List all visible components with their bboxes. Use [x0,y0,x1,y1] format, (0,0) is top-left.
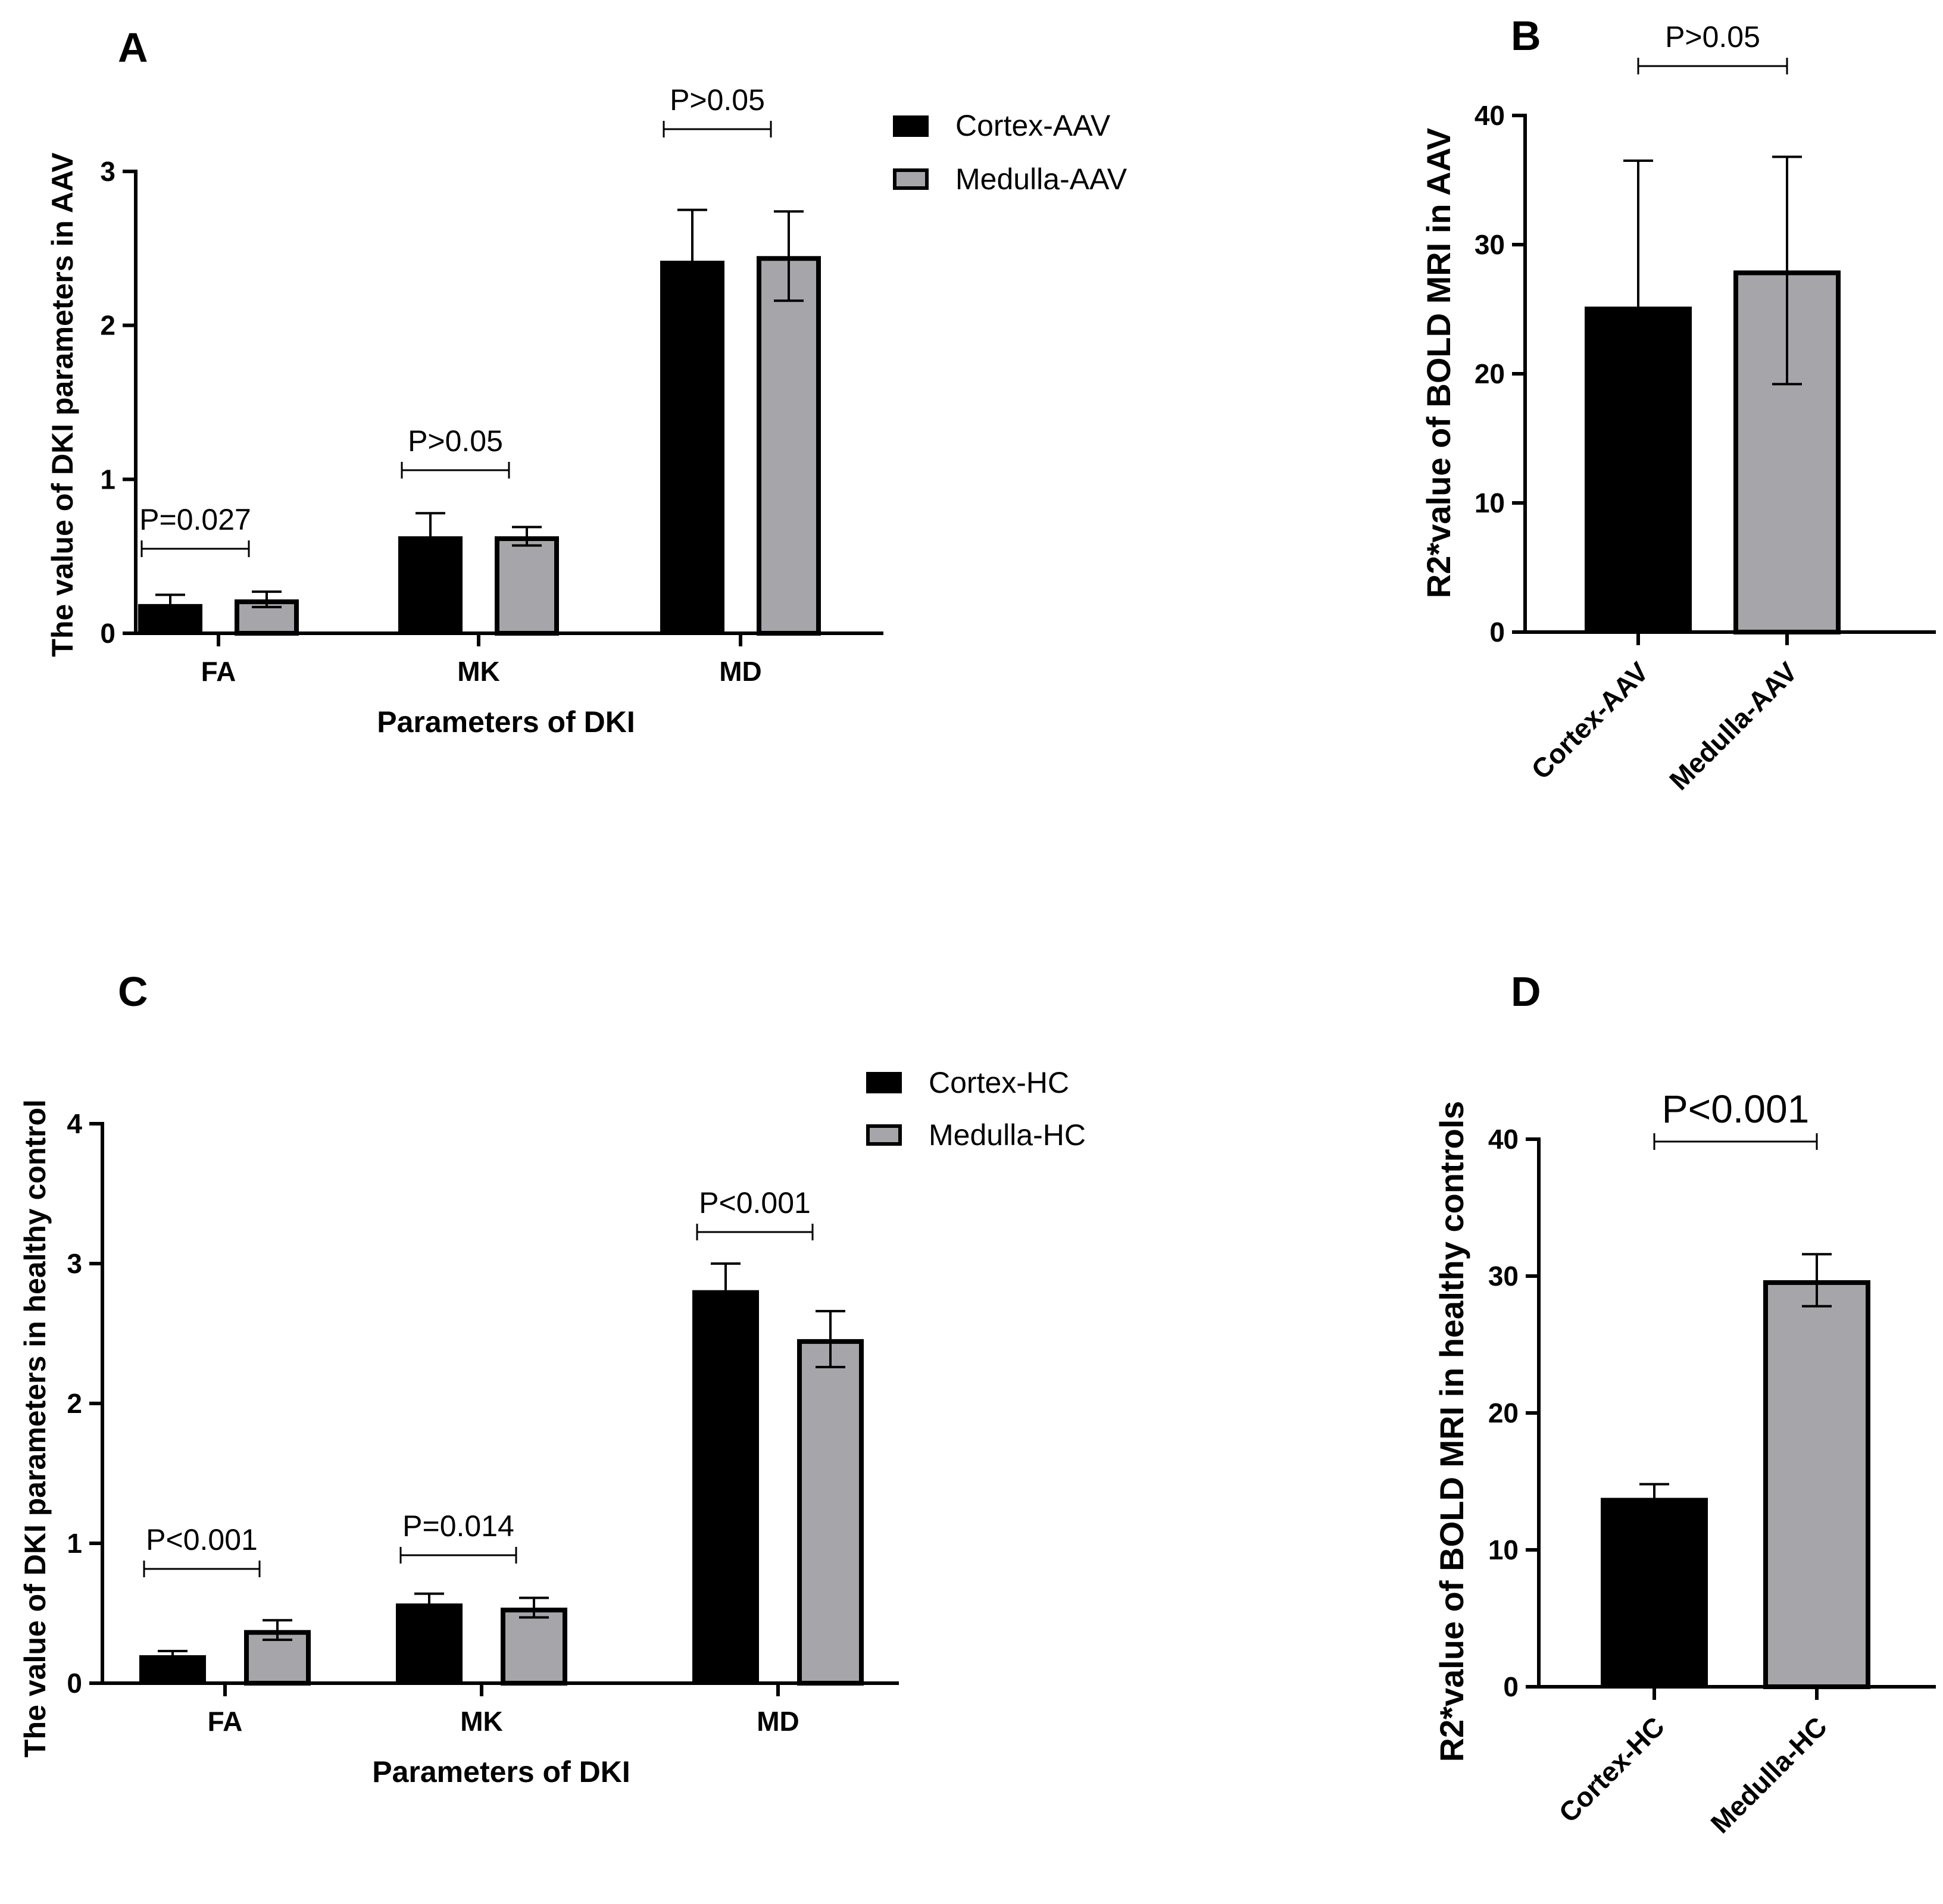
panel-a-ytick-label-3: 3 [100,156,115,187]
panel-c-ylabel: The value of DKI parameters in healthy c… [18,1099,52,1758]
panel-d-ytick-label-10: 10 [1488,1534,1519,1565]
legend-label-medulla-aav: Medulla-AAV [955,162,1127,196]
panel-b-pvalue-label: P>0.05 [1665,20,1760,54]
bar-cortex-aav-fa [138,604,202,633]
panel-d-ytick-label-0: 0 [1503,1671,1519,1702]
panel-a-ytick-label-2: 2 [100,310,115,341]
panel-a-ytick-label-1: 1 [100,464,115,495]
panel-a-category-label-fa: FA [201,656,236,687]
bar-cortex-hc-fa [139,1655,206,1683]
panel-c-ytick-label-0: 0 [67,1668,82,1699]
panel-c: C The value of DKI parameters in healthy… [18,968,1086,1789]
legend-label-medulla-hc: Medulla-HC [929,1118,1086,1152]
panel-label-c: C [118,968,148,1015]
panel-c-ytick-label-4: 4 [67,1108,82,1139]
panel-a-pvalue-mk-label: P>0.05 [408,424,503,458]
bar-medulla-aav-mk [495,536,559,636]
panel-c-category-label-mk: MK [460,1706,503,1737]
panel-a-xlabel: Parameters of DKI [377,705,635,739]
panel-b-ytick-label-30: 30 [1475,229,1505,260]
panel-c-xlabel: Parameters of DKI [372,1755,630,1789]
panel-a-ylabel: The value of DKI parameters in AAV [46,152,79,657]
panel-label-d: D [1511,968,1541,1015]
panel-b-ytick-label-40: 40 [1475,100,1505,131]
legend-label-cortex-hc: Cortex-HC [929,1066,1069,1099]
bar-medulla-hc-md [797,1339,864,1686]
bar-medulla-hc-mk [501,1608,567,1686]
panel-b-ytick-label-10: 10 [1475,487,1505,518]
bar-cortex-hc-mk [396,1603,463,1683]
panel-d-ylabel: R2*value of BOLD MRI in healthy controls [1433,1101,1470,1762]
panel-c-category-label-fa: FA [208,1706,243,1737]
panel-d-ytick-label-30: 30 [1488,1261,1519,1292]
panel-c-pvalue-fa-label: P<0.001 [146,1523,258,1556]
panel-a-legend: Cortex-AAV Medulla-AAV [893,109,1127,196]
panel-c-plot: 0 1 2 3 4 FA P<0.001 MK P=0.014 MD P<0.001 [67,1108,899,1737]
panel-c-ytick-label-3: 3 [67,1248,82,1279]
legend-label-cortex-aav: Cortex-AAV [955,109,1111,142]
bar-cortex-aav-mk [398,536,463,633]
panel-c-pvalue-mk-label: P=0.014 [402,1509,514,1543]
panel-a-pvalue-md-label: P>0.05 [670,83,765,117]
panel-d-pvalue-label: P<0.001 [1662,1087,1810,1131]
legend-swatch-medulla-hc [866,1124,902,1146]
bar-cortex-aav [1585,307,1692,632]
panel-label-a: A [118,24,148,71]
legend-swatch-cortex-aav [893,115,929,137]
panel-a-category-label-md: MD [719,656,762,687]
legend-swatch-cortex-hc [866,1072,902,1093]
bar-cortex-hc-md [692,1290,759,1683]
bar-cortex-aav-md [660,261,724,633]
panel-a: A The value of DKI parameters in AAV Par… [46,24,1127,739]
bar-medulla-hc [1763,1280,1870,1689]
panel-a-plot: 0 1 2 3 FA P=0.027 MK P>0.05 MD P>0.05 [100,83,883,687]
panel-c-pvalue-md-label: P<0.001 [699,1186,811,1220]
panel-label-b: B [1511,12,1541,59]
panel-a-ytick-label-0: 0 [100,618,115,649]
bar-cortex-hc [1601,1497,1708,1687]
panel-d-ytick-label-40: 40 [1488,1124,1519,1155]
panel-c-ytick-label-2: 2 [67,1388,82,1419]
panel-b-ylabel: R2*value of BOLD MRI in AAV [1420,128,1457,598]
panel-c-legend: Cortex-HC Medulla-HC [866,1066,1086,1152]
legend-swatch-medulla-aav [893,168,929,190]
panel-a-category-label-mk: MK [457,656,500,687]
panel-c-category-label-md: MD [757,1706,799,1737]
panel-b-ytick-label-0: 0 [1489,617,1505,648]
bar-medulla-aav-md [757,256,821,636]
panel-d-ytick-label-20: 20 [1488,1397,1519,1428]
panel-b-ytick-label-20: 20 [1475,358,1505,389]
panel-c-ytick-label-1: 1 [67,1528,82,1559]
panel-a-pvalue-fa-label: P=0.027 [139,503,251,536]
